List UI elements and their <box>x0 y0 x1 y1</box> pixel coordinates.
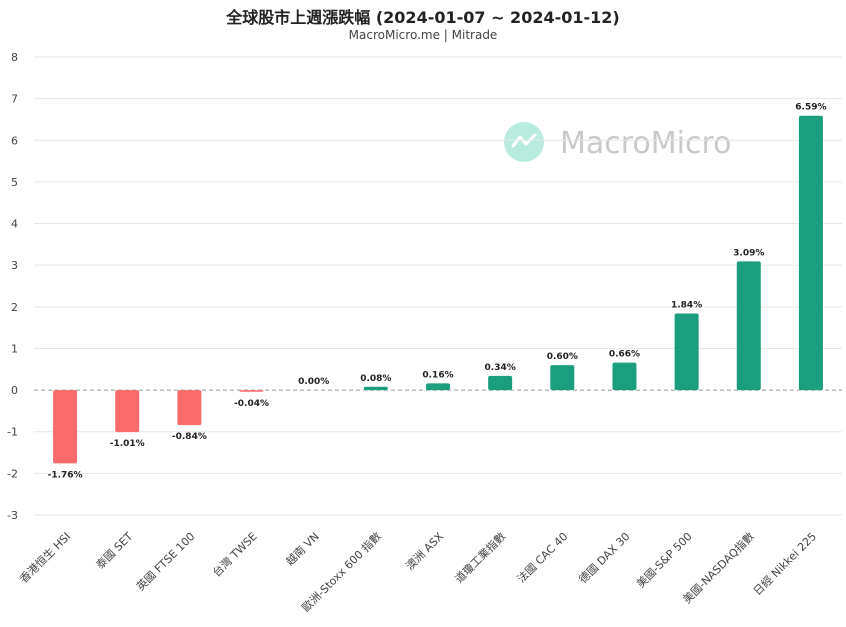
bar <box>612 362 637 391</box>
data-label: 1.84% <box>671 300 702 310</box>
y-tick-label: 2 <box>11 301 18 314</box>
data-label: 3.09% <box>733 248 764 258</box>
data-label: 0.66% <box>609 350 640 360</box>
y-tick-label: 8 <box>11 51 18 64</box>
data-label: 0.16% <box>422 370 453 380</box>
bar <box>550 365 575 391</box>
x-tick-label: 台灣 TWSE <box>209 529 259 579</box>
data-label: -1.01% <box>110 439 145 449</box>
bar <box>177 390 202 426</box>
data-label: 0.00% <box>298 377 329 387</box>
y-tick-label: 5 <box>11 176 18 189</box>
x-tick-label: 香港恒生 HSI <box>17 529 74 586</box>
watermark-text: MacroMicro <box>560 126 732 161</box>
data-label: -1.76% <box>48 470 83 480</box>
bar <box>426 383 450 391</box>
y-tick-label: 4 <box>11 218 18 231</box>
y-tick-label: 7 <box>11 93 18 106</box>
chart-title: 全球股市上週漲跌幅 (2024-01-07 ~ 2024-01-12) <box>226 8 620 27</box>
x-tick-label: 德國 DAX 30 <box>576 529 633 586</box>
x-tick-label: 英國 FTSE 100 <box>133 529 197 593</box>
y-tick-label: -1 <box>7 426 18 439</box>
bar <box>488 375 513 391</box>
bar <box>239 390 264 392</box>
x-tick-label: 美國-S&P 500 <box>634 530 695 591</box>
chart-subtitle: MacroMicro.me | Mitrade <box>348 28 498 42</box>
y-tick-label: 3 <box>11 259 18 272</box>
bar <box>363 386 388 391</box>
bar <box>53 390 78 464</box>
x-tick-label: 道瓊工業指數 <box>452 529 509 586</box>
y-tick-label: -2 <box>7 467 18 480</box>
x-tick-label: 日經 Nikkei 225 <box>750 529 819 598</box>
bar <box>115 390 140 433</box>
x-tick-label: 法國 CAC 40 <box>514 529 570 585</box>
data-label: 0.34% <box>485 363 516 373</box>
x-tick-label: 越南 VN <box>283 529 322 568</box>
y-tick-label: 6 <box>11 134 18 147</box>
data-label: -0.04% <box>234 399 269 409</box>
bar <box>798 115 823 391</box>
x-tick-label: 泰國 SET <box>93 529 136 572</box>
data-label: 0.60% <box>547 352 578 362</box>
bar <box>736 261 761 391</box>
x-tick-label: 澳洲 ASX <box>403 530 446 573</box>
y-tick-label: 0 <box>11 384 18 397</box>
data-label: 0.08% <box>360 374 391 384</box>
y-tick-label: -3 <box>7 509 18 522</box>
y-tick-label: 1 <box>11 342 18 355</box>
bar <box>674 313 699 391</box>
data-label: 6.59% <box>795 103 826 113</box>
data-label: -0.84% <box>172 432 207 442</box>
